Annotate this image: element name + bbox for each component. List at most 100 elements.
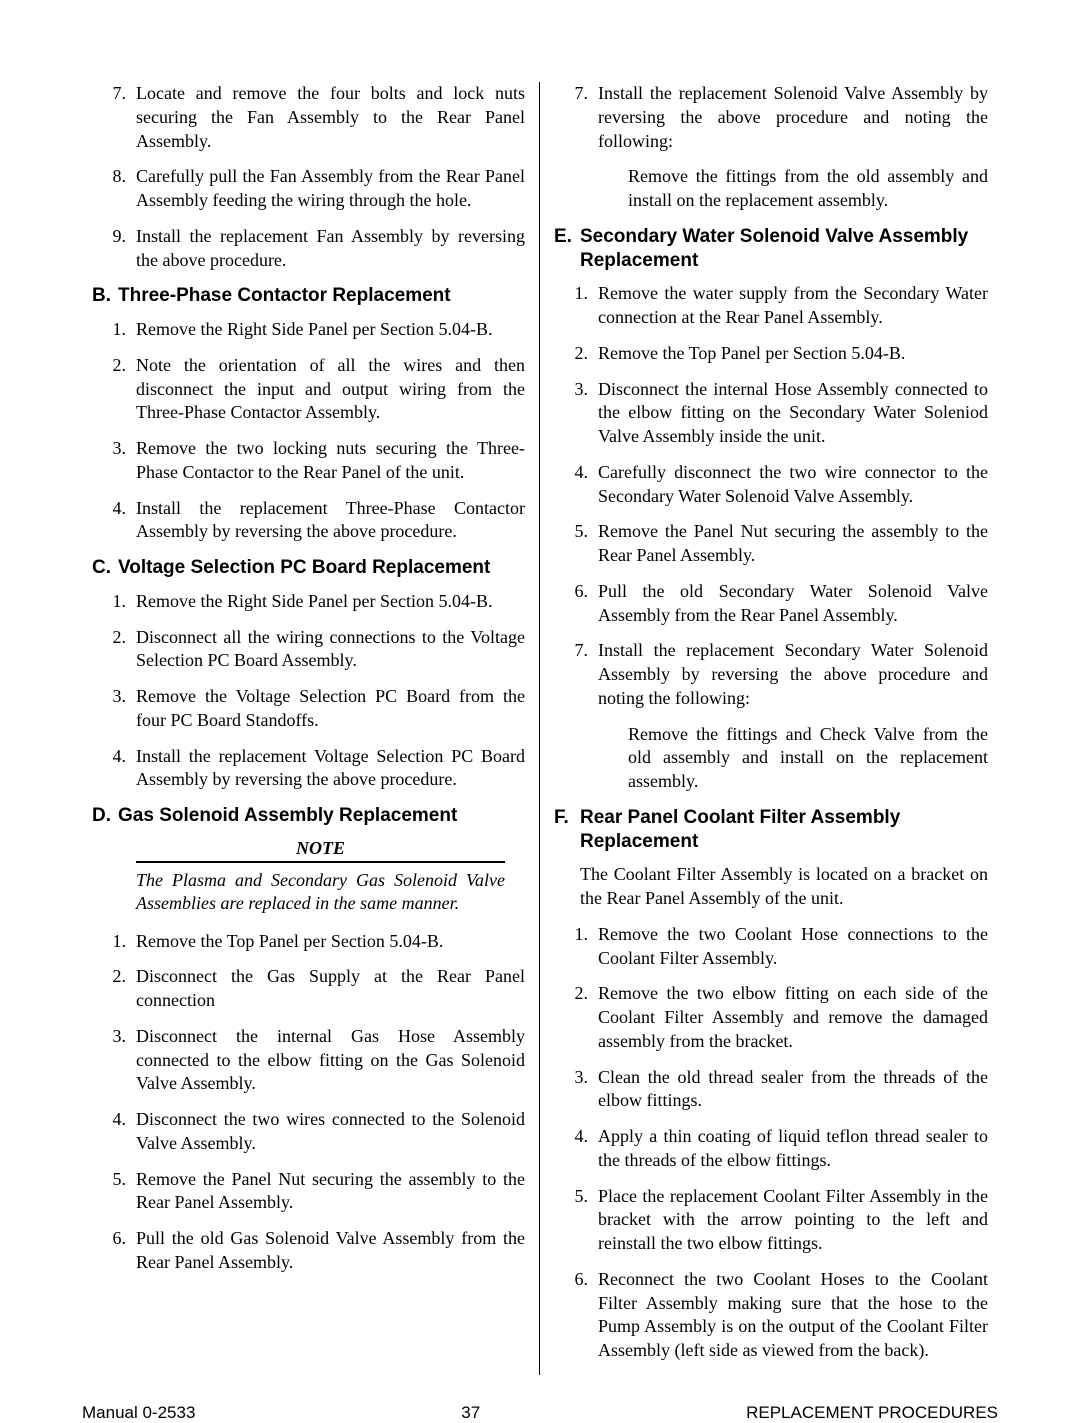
page: 7. Locate and remove the four bolts and l… [0, 0, 1080, 1397]
item-number: 5. [554, 1185, 598, 1256]
heading-label: D. [92, 804, 118, 828]
list-item: 1.Remove the two Coolant Hose connection… [554, 923, 988, 971]
item-number: 1. [92, 590, 136, 614]
item-text: Remove the Panel Nut securing the assemb… [598, 520, 988, 568]
item-number: 4. [92, 1108, 136, 1156]
footer: Manual 0-2533 37 REPLACEMENT PROCEDURES [82, 1375, 998, 1423]
list-item: 5.Place the replacement Coolant Filter A… [554, 1185, 988, 1256]
item-text: Remove the Panel Nut securing the assemb… [136, 1168, 525, 1216]
footer-left: Manual 0-2533 [82, 1403, 195, 1423]
item-text: Remove the two locking nuts securing the… [136, 437, 525, 485]
list-item: 1.Remove the Top Panel per Section 5.04-… [92, 930, 525, 954]
list-item: 6.Pull the old Secondary Water Solenoid … [554, 580, 988, 628]
list-item: 2.Remove the Top Panel per Section 5.04-… [554, 342, 988, 366]
item-text: Pull the old Secondary Water Solenoid Va… [598, 580, 988, 628]
list-item: 4.Install the replacement Three-Phase Co… [92, 497, 525, 545]
list-item: 6.Pull the old Gas Solenoid Valve Assemb… [92, 1227, 525, 1275]
item-text: Remove the water supply from the Seconda… [598, 282, 988, 330]
item-number: 2. [554, 342, 598, 366]
list-item: 7.Locate and remove the four bolts and l… [92, 82, 525, 153]
paragraph: The Coolant Filter Assembly is located o… [580, 863, 988, 911]
item-text: Disconnect the two wires connected to th… [136, 1108, 525, 1156]
item-number: 5. [92, 1168, 136, 1216]
item-text: Remove the two elbow fitting on each sid… [598, 982, 988, 1053]
list-continued: 7.Locate and remove the four bolts and l… [92, 82, 525, 272]
list-item: 2.Note the orientation of all the wires … [92, 354, 525, 425]
list-item: 7.Install the replacement Secondary Wate… [554, 639, 988, 710]
list-c: 1.Remove the Right Side Panel per Sectio… [92, 590, 525, 792]
note-text: The Plasma and Secondary Gas Solenoid Va… [136, 869, 505, 916]
list-item: 3.Disconnect the internal Hose Assembly … [554, 378, 988, 449]
heading-b: B. Three-Phase Contactor Replacement [92, 284, 525, 308]
item-number: 6. [554, 580, 598, 628]
item-number: 7. [554, 82, 598, 153]
heading-d: D. Gas Solenoid Assembly Replacement [92, 804, 525, 828]
heading-title: Rear Panel Coolant Filter Assembly Repla… [580, 806, 988, 854]
item-text: Note the orientation of all the wires an… [136, 354, 525, 425]
item-text: Remove the Voltage Selection PC Board fr… [136, 685, 525, 733]
item-text: Disconnect the internal Hose Assembly co… [598, 378, 988, 449]
item-text: Reconnect the two Coolant Hoses to the C… [598, 1268, 988, 1363]
item-number: 1. [92, 930, 136, 954]
item-number: 2. [554, 982, 598, 1053]
heading-title: Secondary Water Solenoid Valve Assembly … [580, 225, 988, 273]
list-item: 1.Remove the Right Side Panel per Sectio… [92, 590, 525, 614]
list-item: 2.Remove the two elbow fitting on each s… [554, 982, 988, 1053]
item-text: Remove the Right Side Panel per Section … [136, 590, 525, 614]
heading-f: F. Rear Panel Coolant Filter Assembly Re… [554, 806, 988, 854]
list-item: 2.Disconnect the Gas Supply at the Rear … [92, 965, 525, 1013]
list-item: 1.Remove the water supply from the Secon… [554, 282, 988, 330]
list-item: 4.Carefully disconnect the two wire conn… [554, 461, 988, 509]
item-number: 1. [554, 282, 598, 330]
item-number: 2. [92, 626, 136, 674]
item-text: Install the replacement Voltage Selectio… [136, 745, 525, 793]
item-number: 3. [554, 1066, 598, 1114]
item-text: Place the replacement Coolant Filter Ass… [598, 1185, 988, 1256]
footer-center: 37 [461, 1403, 480, 1423]
list-d-continued: 7.Install the replacement Solenoid Valve… [554, 82, 988, 153]
item-text: Disconnect the internal Gas Hose Assembl… [136, 1025, 525, 1096]
item-text: Carefully pull the Fan Assembly from the… [136, 165, 525, 213]
item-number: 4. [554, 461, 598, 509]
heading-label: B. [92, 284, 118, 308]
item-number: 6. [92, 1227, 136, 1275]
list-item: 3.Disconnect the internal Gas Hose Assem… [92, 1025, 525, 1096]
item-number: 1. [92, 318, 136, 342]
left-column: 7.Locate and remove the four bolts and l… [82, 82, 540, 1375]
item-text: Install the replacement Three-Phase Cont… [136, 497, 525, 545]
item-text: Clean the old thread sealer from the thr… [598, 1066, 988, 1114]
list-item: 9.Install the replacement Fan Assembly b… [92, 225, 525, 273]
item-number: 2. [92, 965, 136, 1013]
right-column: 7.Install the replacement Solenoid Valve… [540, 82, 998, 1375]
sub-note: Remove the fittings from the old assembl… [628, 165, 988, 213]
footer-right: REPLACEMENT PROCEDURES [746, 1403, 998, 1423]
heading-title: Three-Phase Contactor Replacement [118, 284, 525, 308]
item-text: Install the replacement Fan Assembly by … [136, 225, 525, 273]
list-item: 6.Reconnect the two Coolant Hoses to the… [554, 1268, 988, 1363]
item-number: 3. [92, 1025, 136, 1096]
list-item: 3.Remove the Voltage Selection PC Board … [92, 685, 525, 733]
sub-note: Remove the fittings and Check Valve from… [628, 723, 988, 794]
list-item: 5.Remove the Panel Nut securing the asse… [92, 1168, 525, 1216]
list-item: 3.Clean the old thread sealer from the t… [554, 1066, 988, 1114]
item-text: Remove the Top Panel per Section 5.04-B. [136, 930, 525, 954]
heading-label: C. [92, 556, 118, 580]
note-label: NOTE [136, 838, 505, 863]
item-text: Apply a thin coating of liquid teflon th… [598, 1125, 988, 1173]
list-item: 4.Apply a thin coating of liquid teflon … [554, 1125, 988, 1173]
list-item: 1.Remove the Right Side Panel per Sectio… [92, 318, 525, 342]
list-item: 7.Install the replacement Solenoid Valve… [554, 82, 988, 153]
list-item: 3.Remove the two locking nuts securing t… [92, 437, 525, 485]
item-text: Remove the Right Side Panel per Section … [136, 318, 525, 342]
list-f: 1.Remove the two Coolant Hose connection… [554, 923, 988, 1363]
item-number: 3. [92, 685, 136, 733]
item-text: Pull the old Gas Solenoid Valve Assembly… [136, 1227, 525, 1275]
heading-title: Gas Solenoid Assembly Replacement [118, 804, 525, 828]
item-number: 9. [92, 225, 136, 273]
item-number: 3. [554, 378, 598, 449]
heading-title: Voltage Selection PC Board Replacement [118, 556, 525, 580]
list-item: 2.Disconnect all the wiring connections … [92, 626, 525, 674]
item-number: 2. [92, 354, 136, 425]
list-d: 1.Remove the Top Panel per Section 5.04-… [92, 930, 525, 1275]
item-text: Locate and remove the four bolts and loc… [136, 82, 525, 153]
